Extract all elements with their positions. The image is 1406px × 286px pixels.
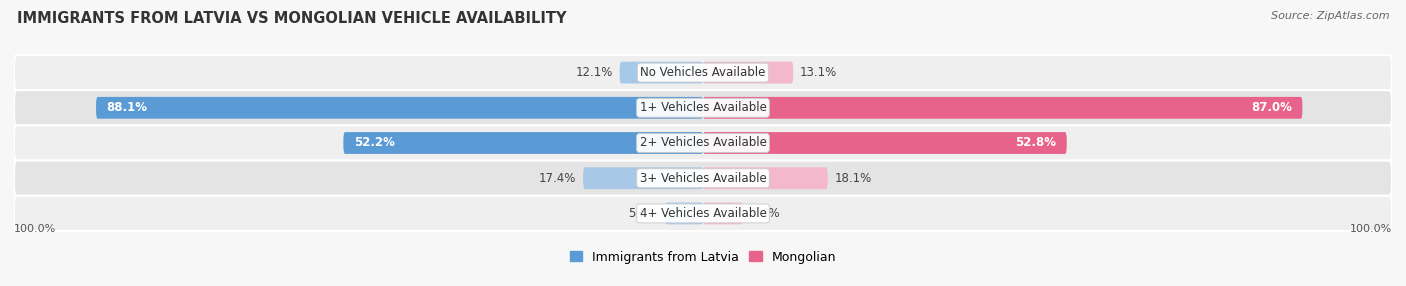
Text: 1+ Vehicles Available: 1+ Vehicles Available: [640, 101, 766, 114]
Legend: Immigrants from Latvia, Mongolian: Immigrants from Latvia, Mongolian: [565, 246, 841, 269]
Text: 5.5%: 5.5%: [628, 207, 658, 220]
Text: No Vehicles Available: No Vehicles Available: [640, 66, 766, 79]
Text: 2+ Vehicles Available: 2+ Vehicles Available: [640, 136, 766, 150]
Text: 4+ Vehicles Available: 4+ Vehicles Available: [640, 207, 766, 220]
Text: IMMIGRANTS FROM LATVIA VS MONGOLIAN VEHICLE AVAILABILITY: IMMIGRANTS FROM LATVIA VS MONGOLIAN VEHI…: [17, 11, 567, 26]
Text: 18.1%: 18.1%: [835, 172, 872, 185]
Text: 17.4%: 17.4%: [538, 172, 576, 185]
Text: 88.1%: 88.1%: [107, 101, 148, 114]
FancyBboxPatch shape: [665, 202, 703, 224]
Text: 3+ Vehicles Available: 3+ Vehicles Available: [640, 172, 766, 185]
Text: 13.1%: 13.1%: [800, 66, 838, 79]
Text: 100.0%: 100.0%: [14, 224, 56, 234]
FancyBboxPatch shape: [14, 161, 1392, 196]
FancyBboxPatch shape: [14, 55, 1392, 90]
FancyBboxPatch shape: [703, 62, 793, 84]
FancyBboxPatch shape: [703, 132, 1067, 154]
Text: 100.0%: 100.0%: [1350, 224, 1392, 234]
FancyBboxPatch shape: [14, 90, 1392, 125]
FancyBboxPatch shape: [14, 196, 1392, 231]
FancyBboxPatch shape: [14, 125, 1392, 161]
FancyBboxPatch shape: [583, 167, 703, 189]
Text: 5.8%: 5.8%: [749, 207, 779, 220]
Text: Source: ZipAtlas.com: Source: ZipAtlas.com: [1271, 11, 1389, 21]
FancyBboxPatch shape: [343, 132, 703, 154]
Text: 52.8%: 52.8%: [1015, 136, 1056, 150]
Text: 87.0%: 87.0%: [1251, 101, 1292, 114]
Text: 52.2%: 52.2%: [354, 136, 395, 150]
Text: 12.1%: 12.1%: [575, 66, 613, 79]
FancyBboxPatch shape: [620, 62, 703, 84]
FancyBboxPatch shape: [703, 97, 1302, 119]
FancyBboxPatch shape: [703, 167, 828, 189]
FancyBboxPatch shape: [96, 97, 703, 119]
FancyBboxPatch shape: [703, 202, 742, 224]
